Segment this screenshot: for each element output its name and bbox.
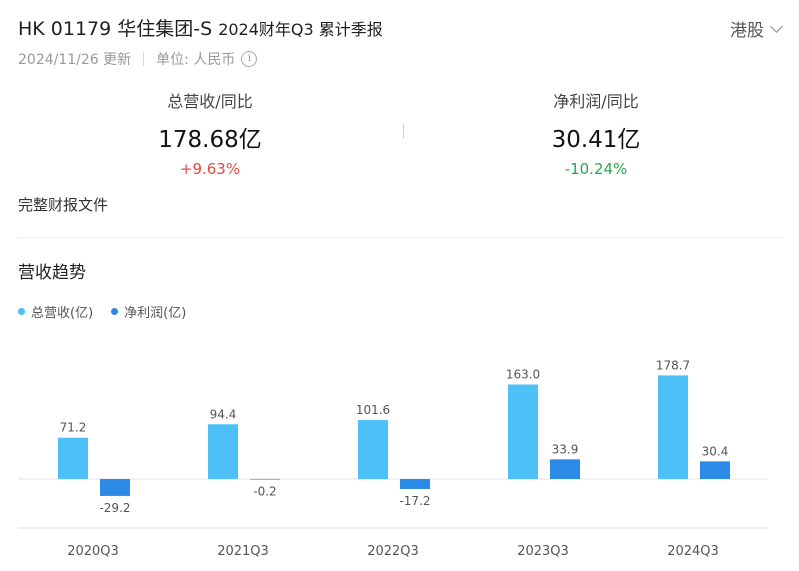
profit-bar-2020Q3 xyxy=(100,479,130,496)
section-divider xyxy=(18,237,784,238)
x-tick-2024Q3: 2024Q3 xyxy=(667,544,719,559)
meta-separator xyxy=(143,52,145,66)
profit-label-2020Q3: -29.2 xyxy=(99,501,130,515)
profit-bar-2024Q3 xyxy=(700,461,730,479)
x-tick-2022Q3: 2022Q3 xyxy=(367,544,419,559)
chart-legend: 总营收(亿) 净利润(亿) xyxy=(18,302,186,321)
profit-label: 净利润/同比 xyxy=(553,92,639,111)
revenue-metric: 总营收/同比 178.68亿 +9.63% xyxy=(100,88,320,178)
stock-name: HK 01179 华住集团-S xyxy=(18,18,213,40)
profit-bar-2023Q3 xyxy=(550,459,580,479)
chevron-down-icon xyxy=(770,20,783,33)
x-tick-2020Q3: 2020Q3 xyxy=(67,544,119,559)
revenue-label-2021Q3: 94.4 xyxy=(210,407,237,421)
info-icon[interactable]: i xyxy=(241,51,258,67)
update-date: 2024/11/26 更新 xyxy=(18,52,132,68)
profit-change: -10.24% xyxy=(564,160,628,178)
market-label: 港股 xyxy=(730,21,764,41)
legend-dot-profit xyxy=(111,308,119,315)
profit-bar-2021Q3 xyxy=(250,479,280,480)
legend-label-revenue: 总营收(亿) xyxy=(31,306,94,321)
profit-label-2024Q3: 30.4 xyxy=(702,444,729,458)
profit-metric: 净利润/同比 30.41亿 -10.24% xyxy=(486,88,706,178)
revenue-label-2020Q3: 71.2 xyxy=(60,421,87,435)
legend-item-profit[interactable]: 净利润(亿) xyxy=(111,302,186,321)
report-period: 2024财年Q3 累计季报 xyxy=(218,20,383,39)
legend-dot-revenue xyxy=(18,308,25,315)
revenue-bar-2024Q3 xyxy=(658,375,688,479)
meta-row: 2024/11/26 更新 单位: 人民币 i xyxy=(18,49,258,69)
revenue-bar-2022Q3 xyxy=(358,420,388,479)
revenue-bar-2021Q3 xyxy=(208,424,238,479)
revenue-label-2024Q3: 178.7 xyxy=(656,358,690,372)
revenue-bar-2023Q3 xyxy=(508,384,538,479)
profit-label-2023Q3: 33.9 xyxy=(552,442,579,456)
revenue-bar-2020Q3 xyxy=(58,437,88,479)
stock-title: HK 01179 华住集团-S 2024财年Q3 累计季报 xyxy=(18,14,383,41)
revenue-label: 总营收/同比 xyxy=(167,92,253,111)
revenue-value: 178.68亿 xyxy=(158,127,262,153)
revenue-label-2022Q3: 101.6 xyxy=(356,403,390,417)
metric-divider xyxy=(403,124,404,138)
legend-item-revenue[interactable]: 总营收(亿) xyxy=(18,302,93,321)
revenue-label-2023Q3: 163.0 xyxy=(506,367,540,381)
full-report-link[interactable]: 完整财报文件 xyxy=(18,196,109,214)
section-title: 营收趋势 xyxy=(18,263,86,283)
revenue-change: +9.63% xyxy=(179,160,241,178)
profit-label-2021Q3: -0.2 xyxy=(253,485,276,499)
x-tick-2023Q3: 2023Q3 xyxy=(517,544,569,559)
market-selector[interactable]: 港股 xyxy=(730,16,783,41)
profit-value: 30.41亿 xyxy=(551,127,641,153)
revenue-trend-chart: 71.2 -29.2 2020Q3 94.4 -0.2 2021Q3 101.6 -17.2 2… xyxy=(18,358,768,559)
currency-unit: 单位: 人民币 xyxy=(156,52,236,68)
profit-label-2022Q3: -17.2 xyxy=(399,494,430,508)
legend-label-profit: 净利润(亿) xyxy=(124,306,187,321)
x-tick-2021Q3: 2021Q3 xyxy=(217,544,269,559)
profit-bar-2022Q3 xyxy=(400,479,430,489)
